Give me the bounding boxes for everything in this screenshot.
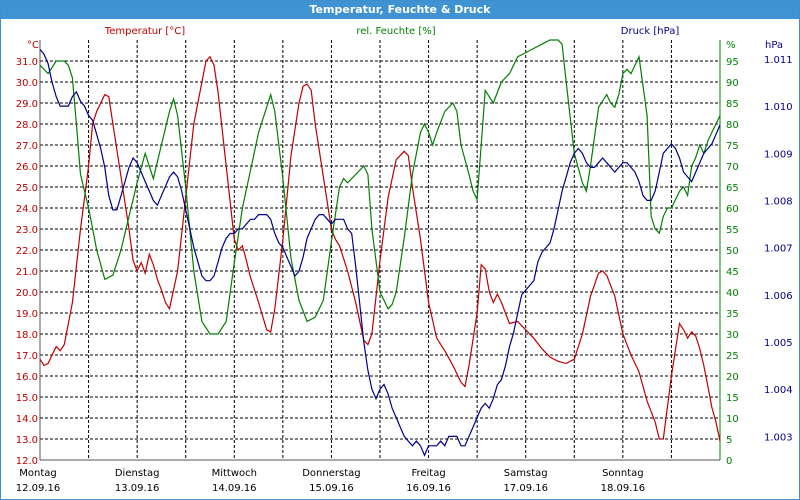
temperature-tick-label: 20.0 — [16, 288, 38, 299]
temperature-unit-label: °C — [27, 40, 39, 51]
humidity-tick-label: 30 — [726, 330, 739, 341]
axis-labels: Temperatur [°C] rel. Feuchte [%] Druck [hP… — [16, 26, 793, 494]
day-label: Montag — [19, 468, 56, 479]
temperature-tick-label: 17.0 — [16, 351, 38, 362]
temperature-tick-label: 15.0 — [16, 393, 38, 404]
pressure-tick-label: 1.005 — [764, 338, 793, 349]
date-label: 14.09.16 — [212, 483, 257, 494]
humidity-tick-label: 80 — [726, 120, 739, 131]
day-label: Dienstag — [115, 468, 160, 479]
temperature-tick-label: 28.0 — [16, 120, 38, 131]
humidity-tick-label: 15 — [726, 393, 739, 404]
humidity-tick-label: 20 — [726, 372, 739, 383]
pressure-tick-label: 1.007 — [764, 244, 793, 255]
pressure-line — [39, 49, 721, 457]
pressure-tick-label: 1.003 — [764, 432, 793, 443]
temperature-tick-label: 13.0 — [16, 435, 38, 446]
humidity-unit-label: % — [726, 40, 736, 51]
humidity-tick-label: 85 — [726, 99, 739, 110]
day-label: Sonntag — [602, 468, 644, 479]
temperature-tick-label: 18.0 — [16, 330, 38, 341]
pressure-tick-label: 1.010 — [764, 102, 793, 113]
day-label: Donnerstag — [302, 468, 360, 479]
humidity-tick-label: 60 — [726, 204, 739, 215]
humidity-tick-label: 95 — [726, 57, 739, 68]
date-label: 12.09.16 — [16, 483, 61, 494]
temperature-tick-label: 22.0 — [16, 246, 38, 257]
humidity-tick-label: 55 — [726, 225, 739, 236]
humidity-line — [39, 39, 721, 335]
day-label: Freitag — [411, 468, 445, 479]
humidity-tick-label: 70 — [726, 162, 739, 173]
humidity-tick-label: 65 — [726, 183, 739, 194]
grid-lines — [39, 40, 721, 461]
temperature-series-label: Temperatur [°C] — [104, 26, 185, 37]
date-label: 13.09.16 — [115, 483, 160, 494]
temperature-tick-label: 26.0 — [16, 162, 38, 173]
pressure-tick-label: 1.004 — [764, 385, 793, 396]
series-lines — [39, 39, 721, 457]
window-title: Temperatur, Feuchte & Druck — [1, 1, 799, 19]
temperature-tick-label: 23.0 — [16, 225, 38, 236]
humidity-series-label: rel. Feuchte [%] — [356, 26, 435, 37]
humidity-tick-label: 25 — [726, 351, 739, 362]
pressure-tick-label: 1.011 — [764, 55, 793, 66]
date-label: 16.09.16 — [406, 483, 451, 494]
temperature-tick-label: 21.0 — [16, 267, 38, 278]
humidity-tick-label: 45 — [726, 267, 739, 278]
humidity-tick-label: 5 — [726, 435, 732, 446]
pressure-tick-label: 1.008 — [764, 196, 793, 207]
temperature-tick-label: 24.0 — [16, 204, 38, 215]
humidity-tick-label: 0 — [726, 456, 732, 467]
humidity-tick-label: 50 — [726, 246, 739, 257]
temperature-tick-label: 19.0 — [16, 309, 38, 320]
temperature-tick-label: 14.0 — [16, 414, 38, 425]
date-label: 15.09.16 — [309, 483, 354, 494]
temperature-tick-label: 25.0 — [16, 183, 38, 194]
date-label: 18.09.16 — [601, 483, 646, 494]
pressure-tick-label: 1.009 — [764, 149, 793, 160]
temperature-tick-label: 31.0 — [16, 57, 38, 68]
pressure-tick-label: 1.006 — [764, 291, 793, 302]
temperature-tick-label: 27.0 — [16, 141, 38, 152]
humidity-tick-label: 75 — [726, 141, 739, 152]
humidity-tick-label: 35 — [726, 309, 739, 320]
pressure-unit-label: hPa — [765, 40, 783, 51]
temperature-tick-label: 30.0 — [16, 78, 38, 89]
temperature-tick-label: 29.0 — [16, 99, 38, 110]
day-label: Samstag — [504, 468, 548, 479]
temperature-tick-label: 16.0 — [16, 372, 38, 383]
day-label: Mittwoch — [212, 468, 257, 479]
date-label: 17.09.16 — [503, 483, 548, 494]
temperature-line — [39, 55, 721, 442]
humidity-tick-label: 10 — [726, 414, 739, 425]
temperature-tick-label: 12.0 — [16, 456, 38, 467]
humidity-tick-label: 90 — [726, 78, 739, 89]
pressure-series-label: Druck [hPa] — [621, 26, 680, 37]
humidity-tick-label: 40 — [726, 288, 739, 299]
